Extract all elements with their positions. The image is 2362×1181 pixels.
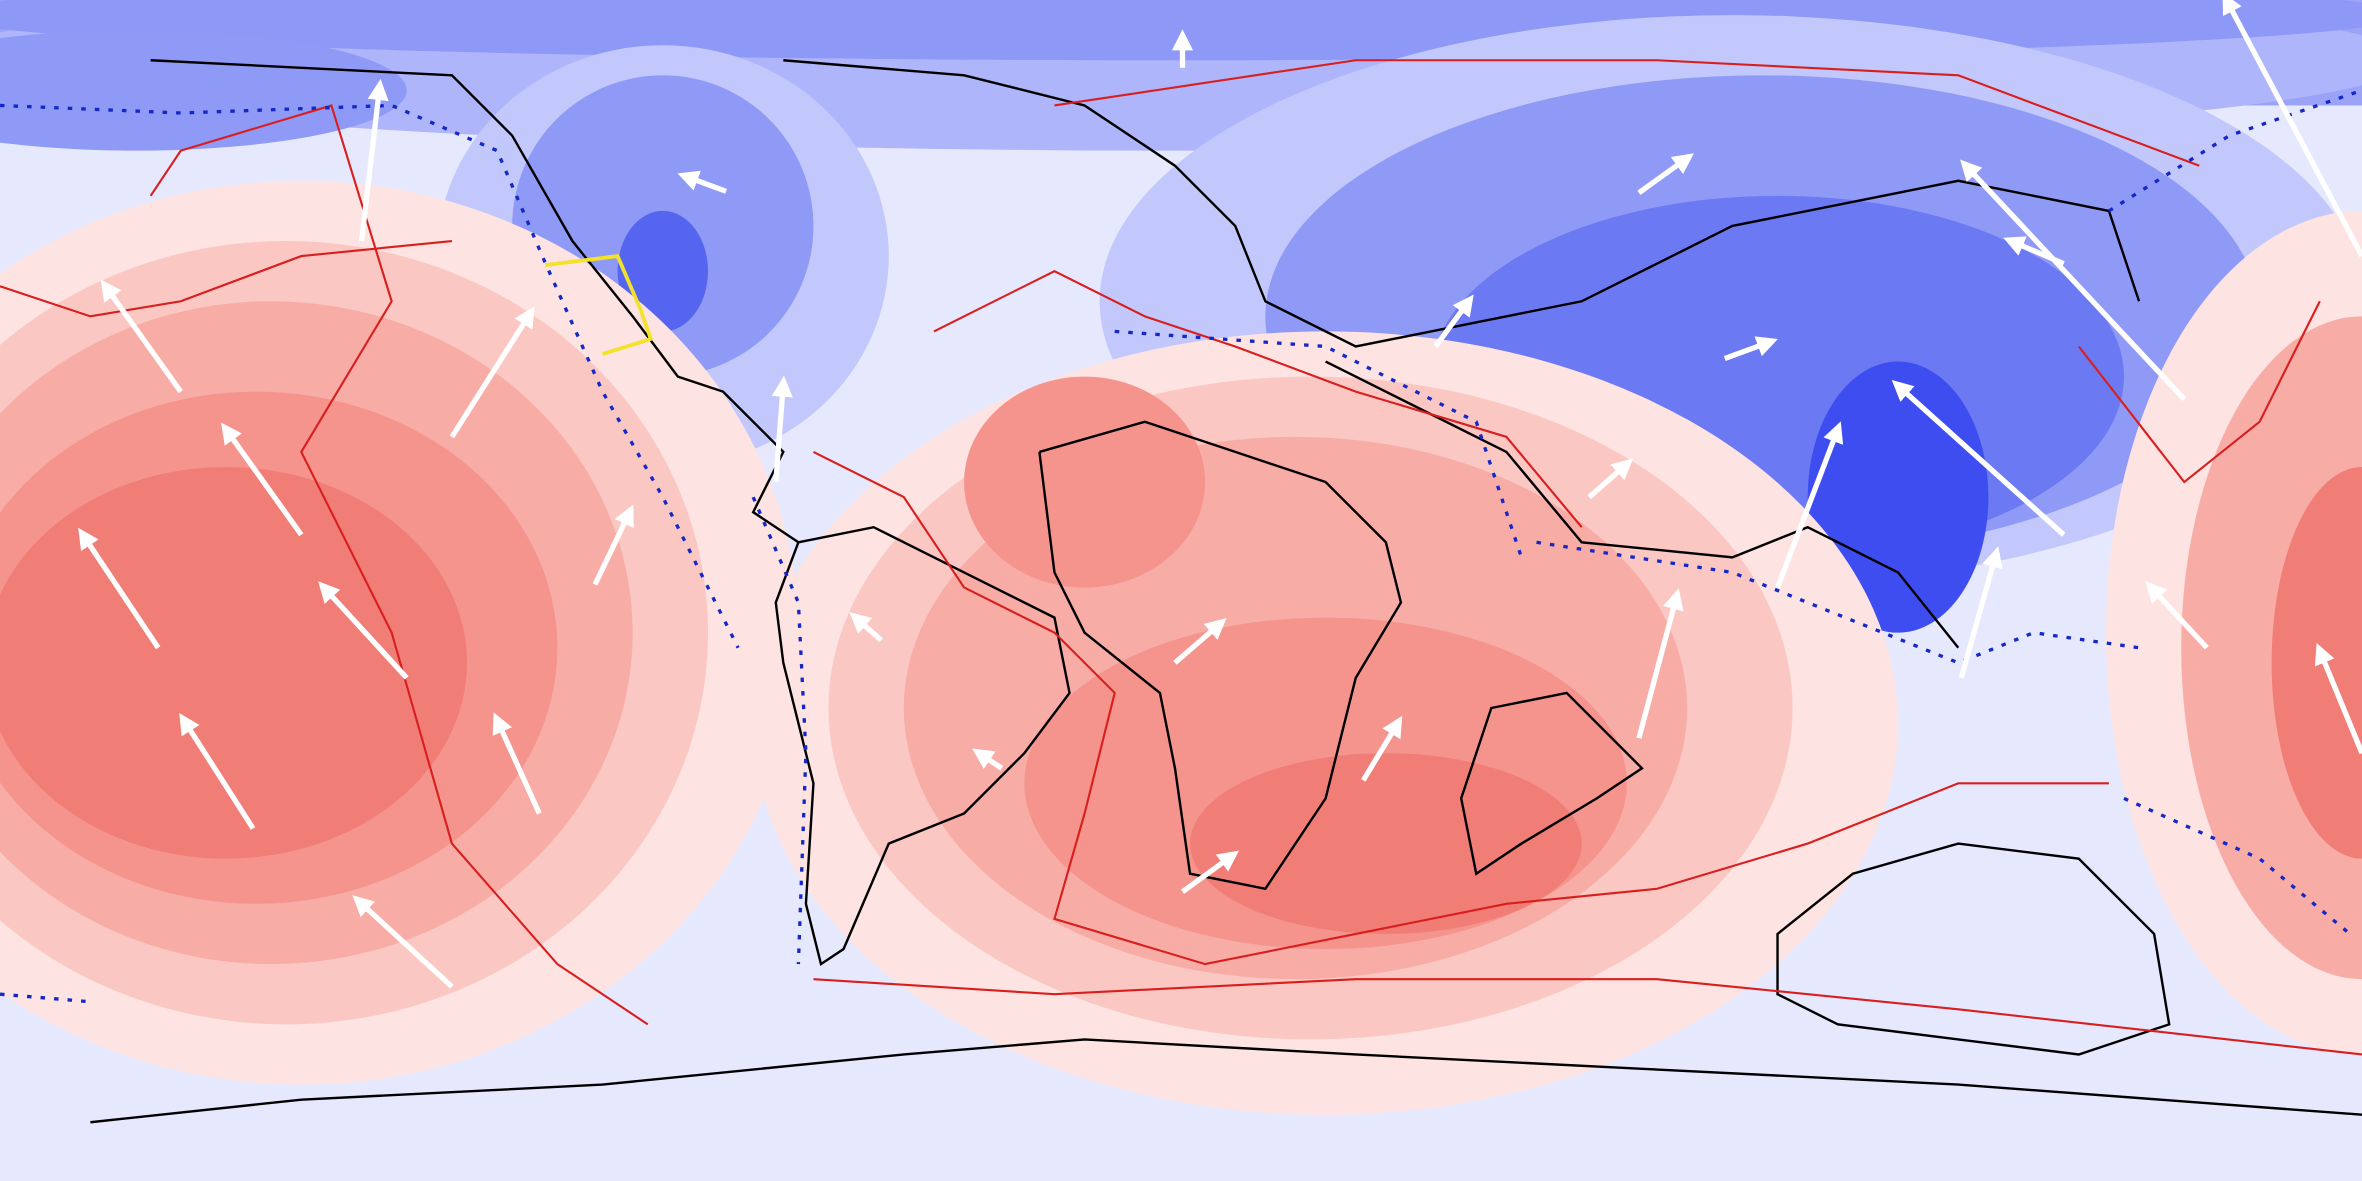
plate-boundaries: [0, 59, 2362, 1056]
coastlines: [90, 59, 2362, 1124]
velocity-arrows: [78, 0, 2362, 989]
subduction-zones: [0, 88, 2362, 1004]
ridge-segment: [545, 254, 654, 356]
positive-anomaly: [0, 180, 2362, 1115]
